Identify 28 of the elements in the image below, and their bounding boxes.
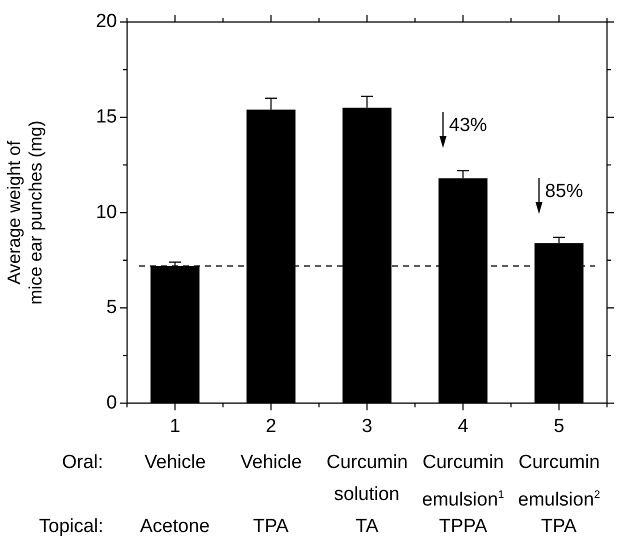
text: Acetone xyxy=(140,516,210,538)
text: solution xyxy=(334,484,400,506)
annotation: 85% xyxy=(545,181,584,204)
y-tick-label: 20 xyxy=(96,11,117,32)
text: Vehicle xyxy=(240,452,302,474)
text: Curcumin xyxy=(422,452,504,474)
text: Vehicle xyxy=(144,452,206,474)
text: Curcumin xyxy=(326,452,408,474)
x-tick-label: 4 xyxy=(458,416,469,437)
x-tick-label: 5 xyxy=(554,416,564,437)
x-tick-label: 1 xyxy=(170,416,180,437)
text: TA xyxy=(356,516,378,538)
text: emulsion$^{1}$ xyxy=(422,488,504,512)
text: Curcumin xyxy=(518,452,600,474)
text: TPA xyxy=(541,516,577,538)
text: Topical: xyxy=(39,516,104,538)
annotation: 43% xyxy=(449,114,488,137)
text: Oral: xyxy=(62,452,104,474)
y-tick-label: 5 xyxy=(106,297,117,318)
x-tick-label: 3 xyxy=(362,416,372,437)
y-tick-label: 15 xyxy=(96,106,117,128)
x-tick-label: 2 xyxy=(266,416,276,437)
text: emulsion$^{2}$ xyxy=(518,488,600,512)
text: TPA xyxy=(253,516,289,538)
text: TPPA xyxy=(439,516,488,538)
y-axis-title: Average weight of mice ear punches (mg) xyxy=(4,120,46,305)
y-tick-label: 0 xyxy=(106,392,117,414)
y-tick-label: 10 xyxy=(96,202,117,223)
